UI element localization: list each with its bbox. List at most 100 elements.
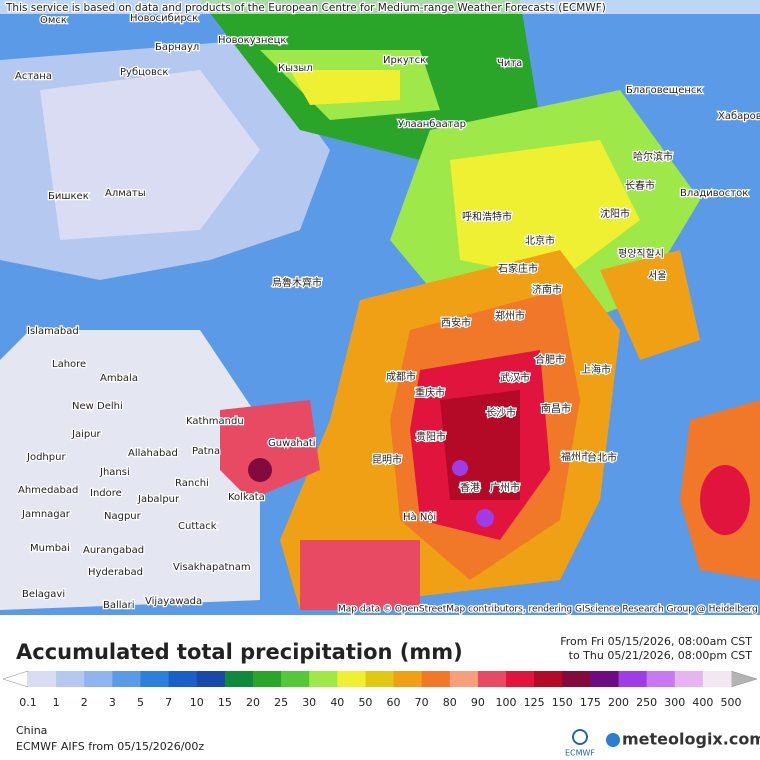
- place-label: Kolkata: [228, 492, 265, 503]
- colorbar-label: 30: [302, 696, 316, 709]
- colorbar-label: 125: [524, 696, 545, 709]
- brand-logo: [606, 733, 620, 747]
- place-label: Jabalpur: [137, 494, 180, 505]
- field-yellow: [290, 70, 400, 105]
- place-label: Новосибирск: [130, 13, 198, 24]
- place-label: 평양직할시: [618, 248, 664, 260]
- place-label: 武汉市: [500, 371, 530, 384]
- colorbar-swatch: [281, 671, 310, 687]
- colorbar-label: 250: [636, 696, 657, 709]
- model-run: ECMWF AIFS from 05/15/2026/00z: [16, 740, 204, 753]
- place-label: Kathmandu: [186, 416, 244, 427]
- time-from: From Fri 05/15/2026, 08:00am CST: [560, 635, 752, 648]
- place-label: Ahmedabad: [18, 485, 78, 496]
- place-label: 石家庄市: [498, 262, 538, 275]
- colorbar-swatch: [252, 671, 282, 687]
- colorbar-label: 90: [471, 696, 485, 709]
- place-label: 北京市: [525, 234, 555, 247]
- place-label: Nagpur: [104, 511, 142, 522]
- place-label: Астана: [15, 71, 52, 82]
- place-label: Алматы: [105, 188, 146, 199]
- colorbar-swatch: [562, 671, 591, 687]
- place-label: 长春市: [625, 179, 655, 192]
- brand: meteologix.com: [622, 730, 760, 749]
- place-label: 合肥市: [535, 353, 565, 366]
- colorbar-swatch: [28, 671, 57, 687]
- place-label: Aurangabad: [83, 545, 144, 556]
- field-ocean-red: [700, 465, 750, 535]
- colorbar-label: 60: [387, 696, 401, 709]
- colorbar-swatch: [140, 671, 170, 687]
- colorbar-label: 40: [330, 696, 344, 709]
- place-label: Бишкек: [48, 191, 89, 202]
- place-label: 南昌市: [541, 402, 571, 415]
- place-label: 贵阳市: [416, 430, 446, 443]
- place-label: Guwahati: [268, 438, 316, 449]
- place-label: Улаанбаатар: [398, 119, 466, 130]
- field-purple: [452, 460, 468, 476]
- place-label: Vijayawada: [145, 596, 202, 607]
- place-label: 西安市: [441, 316, 471, 329]
- colorbar-swatch: [393, 671, 423, 687]
- place-label: Чита: [497, 58, 522, 69]
- field-pink: [220, 400, 320, 500]
- colorbar-swatch: [224, 671, 254, 687]
- colorbar-swatch: [421, 671, 451, 687]
- place-label: Ranchi: [175, 478, 209, 489]
- colorbar-label: 10: [190, 696, 204, 709]
- colorbar-swatch: [477, 671, 507, 687]
- colorbar-label: 80: [443, 696, 457, 709]
- colorbar-swatch: [534, 671, 563, 687]
- place-label: Belagavi: [22, 589, 65, 600]
- field-darkred: [248, 458, 272, 482]
- colorbar-swatch: [337, 671, 366, 687]
- colorbar-label: 2: [81, 696, 88, 709]
- place-label: Jamnagar: [21, 509, 71, 520]
- colorbar-label: 1: [53, 696, 60, 709]
- colorbar: 0.1 1 2 3 5 7 10 15 20 25 30 40 50 60 70 80 90 100 125 150 1…: [2, 670, 758, 709]
- colorbar-label: 500: [721, 696, 742, 709]
- place-label: 烏魯木齊市: [272, 276, 322, 289]
- place-label: Islamabad: [27, 326, 79, 337]
- ecmwf-label: ECMWF: [565, 749, 595, 758]
- region: China: [16, 724, 47, 737]
- colorbar-high: [730, 670, 758, 688]
- ecmwf-logo: [572, 729, 588, 745]
- place-label: Cuttack: [178, 521, 217, 532]
- colorbar-label: 200: [608, 696, 629, 709]
- place-label: Jodhpur: [26, 452, 66, 463]
- place-label: Рубцовск: [120, 67, 168, 78]
- place-label: 长沙市: [486, 406, 516, 419]
- colorbar-swatch: [618, 671, 648, 687]
- colorbar-label: 70: [415, 696, 429, 709]
- colorbar-swatch: [646, 671, 676, 687]
- attribution: This service is based on data and produc…: [5, 2, 606, 14]
- colorbar-swatch: [365, 671, 395, 687]
- place-label: Ballari: [103, 600, 135, 611]
- colorbar-label: 400: [692, 696, 713, 709]
- place-label: Allahabad: [128, 448, 178, 459]
- legend-title: Accumulated total precipitation (mm): [16, 640, 463, 664]
- colorbar-label: 5: [137, 696, 144, 709]
- place-label: 福州市: [561, 450, 591, 463]
- place-label: Jhansi: [99, 467, 130, 478]
- field-pink-2: [300, 540, 420, 610]
- colorbar-label: 175: [580, 696, 601, 709]
- place-label: 郑州市: [495, 309, 525, 322]
- place-label: Хабаровск: [718, 111, 760, 122]
- colorbar-label: 300: [664, 696, 685, 709]
- place-label: 成都市: [386, 370, 416, 383]
- place-label: 台北市: [587, 451, 617, 464]
- place-label: Visakhapatnam: [173, 562, 251, 573]
- colorbar-swatch: [84, 671, 113, 687]
- place-label: 上海市: [581, 363, 611, 376]
- place-label: Jaipur: [71, 429, 102, 440]
- place-label: Hà Nội: [403, 511, 436, 523]
- field-yellow-2: [450, 140, 640, 280]
- colorbar-swatch: [196, 671, 226, 687]
- place-label: Владивосток: [680, 188, 748, 199]
- place-label: New Delhi: [72, 401, 123, 412]
- colorbar-label: 50: [358, 696, 372, 709]
- colorbar-label: 25: [274, 696, 288, 709]
